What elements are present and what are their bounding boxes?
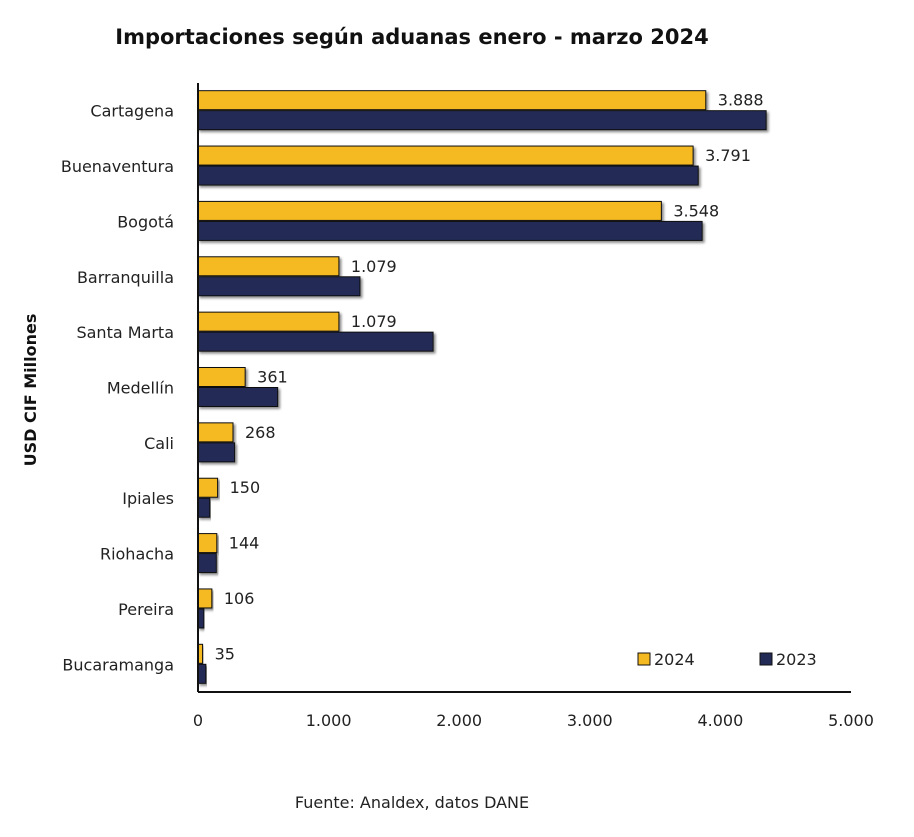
category-label: Ipiales — [122, 489, 174, 508]
chart-title: Importaciones según aduanas enero - marz… — [115, 25, 708, 49]
legend-label-2024: 2024 — [654, 650, 695, 669]
data-label: 106 — [224, 589, 255, 608]
data-label: 3.791 — [705, 146, 751, 165]
bar-2023 — [197, 165, 699, 186]
bar-2023 — [197, 663, 207, 684]
category-label: Bogotá — [117, 212, 174, 231]
category-label: Cali — [144, 434, 174, 453]
bar-2023 — [197, 497, 211, 518]
bar-2023 — [197, 442, 236, 463]
bar-2023 — [197, 553, 217, 574]
bar-2024 — [197, 311, 340, 332]
data-label: 268 — [245, 423, 276, 442]
category-label: Pereira — [118, 600, 174, 619]
bar-2024 — [197, 90, 707, 111]
legend-swatch-2024 — [637, 652, 651, 666]
data-label: 3.888 — [718, 91, 764, 110]
category-label: Riohacha — [100, 545, 174, 564]
bar-2024 — [197, 533, 218, 554]
bar-2024 — [197, 200, 662, 221]
category-label: Medellín — [107, 379, 174, 398]
bar-2024 — [197, 367, 246, 387]
source-note: Fuente: Analdex, datos DANE — [295, 793, 529, 812]
category-label: Barranquilla — [77, 268, 174, 287]
y-axis-label: USD CIF Millones — [21, 314, 40, 467]
bar-2024 — [197, 588, 213, 609]
bar-2023 — [197, 387, 279, 407]
data-label: 1.079 — [351, 312, 397, 331]
category-label: Cartagena — [90, 102, 174, 121]
bar-2023 — [197, 331, 434, 352]
data-label: 35 — [215, 644, 235, 663]
data-label: 361 — [257, 368, 288, 387]
bar-2023 — [197, 276, 361, 297]
x-tick-label: 5.000 — [828, 711, 874, 730]
category-label: Buenaventura — [61, 157, 174, 176]
x-tick-label: 3.000 — [567, 711, 613, 730]
data-label: 150 — [230, 478, 261, 497]
bar-2024 — [197, 422, 234, 443]
legend-swatch-2023 — [759, 652, 773, 666]
x-tick-label: 0 — [193, 711, 203, 730]
bar-2024 — [197, 145, 694, 166]
category-label: Santa Marta — [76, 323, 174, 342]
legend-label-2023: 2023 — [776, 650, 817, 669]
bar-2024 — [197, 256, 340, 277]
bar-2023 — [197, 220, 703, 241]
data-label: 1.079 — [351, 257, 397, 276]
x-tick-label: 1.000 — [306, 711, 352, 730]
bar-2023 — [197, 110, 767, 131]
data-label: 3.548 — [673, 201, 719, 220]
x-tick-label: 4.000 — [697, 711, 743, 730]
category-label: Bucaramanga — [62, 655, 174, 674]
x-tick-label: 2.000 — [436, 711, 482, 730]
bar-2024 — [197, 477, 219, 498]
data-label: 144 — [229, 534, 260, 553]
